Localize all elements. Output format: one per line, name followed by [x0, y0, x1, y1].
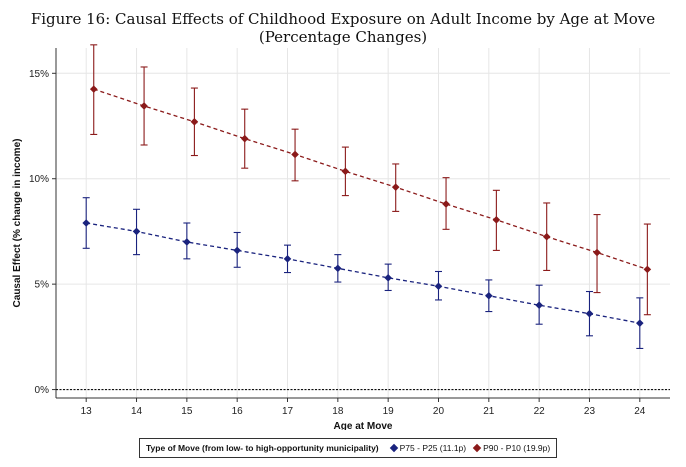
x-tick-label: 13 — [81, 406, 93, 417]
data-point-p75-p25 — [585, 309, 594, 318]
data-point-p90-p10 — [391, 183, 400, 191]
y-tick-label: 5% — [35, 280, 50, 291]
x-tick-label: 16 — [232, 406, 244, 417]
legend-marker-blue-diamond-icon — [389, 443, 398, 453]
data-point-p90-p10 — [89, 85, 98, 93]
chart-title: Figure 16: Causal Effects of Childhood E… — [30, 10, 656, 46]
axes: 13 14 15 16 17 18 19 20 21 22 23 24 0% 5% 10% 15% — [29, 48, 670, 417]
series-p90-p10 — [89, 44, 652, 316]
y-tick-label: 10% — [29, 174, 49, 185]
legend-label-p90-p10: P90 - P10 (19.9p) — [483, 443, 551, 453]
series-line-p75-p25 — [86, 222, 640, 324]
x-tick-label: 18 — [332, 406, 344, 417]
x-axis-label: Age at Move — [334, 421, 393, 430]
data-point-p90-p10 — [442, 200, 450, 208]
data-point-p90-p10 — [140, 102, 148, 110]
data-point-p75-p25 — [132, 227, 141, 236]
legend-marker-red-diamond-icon — [472, 443, 482, 453]
x-tick-label: 14 — [131, 406, 143, 417]
legend-title: Type of Move (from low- to high-opportun… — [146, 443, 379, 453]
x-tick-label: 17 — [282, 406, 294, 417]
x-tick-label: 19 — [383, 406, 395, 417]
x-tick-label: 22 — [534, 406, 546, 417]
data-point-p90-p10 — [593, 248, 601, 257]
x-tick-label: 20 — [433, 406, 445, 417]
legend-item-p75-p25: P75 - P25 (11.1p) — [389, 443, 467, 453]
data-point-p75-p25 — [334, 264, 342, 273]
data-point-p90-p10 — [240, 134, 249, 143]
legend-label-p75-p25: P75 - P25 (11.1p) — [399, 443, 467, 453]
data-point-p75-p25 — [82, 219, 90, 227]
data-point-p90-p10 — [190, 117, 199, 126]
data-point-p90-p10 — [542, 232, 551, 241]
gridlines — [56, 48, 670, 398]
data-point-p90-p10 — [291, 150, 299, 159]
data-point-p75-p25 — [233, 246, 241, 255]
series-layer — [82, 44, 652, 350]
chart-canvas: 13 14 15 16 17 18 19 20 21 22 23 24 0% 5% 10% 15% Age a… — [12, 44, 670, 430]
data-point-p75-p25 — [434, 282, 443, 291]
x-tick-label: 15 — [181, 406, 193, 417]
legend: Type of Move (from low- to high-opportun… — [139, 438, 558, 458]
data-point-p90-p10 — [643, 265, 652, 274]
data-point-p75-p25 — [636, 319, 644, 327]
data-point-p75-p25 — [485, 291, 493, 300]
data-point-p90-p10 — [492, 216, 501, 224]
x-tick-label: 24 — [634, 406, 646, 417]
legend-item-p90-p10: P90 - P10 (19.9p) — [472, 443, 551, 453]
x-tick-label: 23 — [584, 406, 596, 417]
data-point-p90-p10 — [341, 167, 350, 176]
x-tick-label: 21 — [483, 406, 495, 417]
data-point-p75-p25 — [535, 301, 543, 310]
y-tick-label: 0% — [35, 385, 50, 396]
series-p75-p25 — [82, 197, 644, 350]
data-point-p75-p25 — [183, 238, 191, 246]
series-line-p90-p10 — [93, 88, 648, 271]
data-point-p75-p25 — [384, 274, 392, 282]
y-axis-label: Causal Effect (% change in income) — [12, 139, 23, 308]
y-tick-label: 15% — [29, 69, 49, 80]
data-point-p75-p25 — [283, 255, 292, 263]
